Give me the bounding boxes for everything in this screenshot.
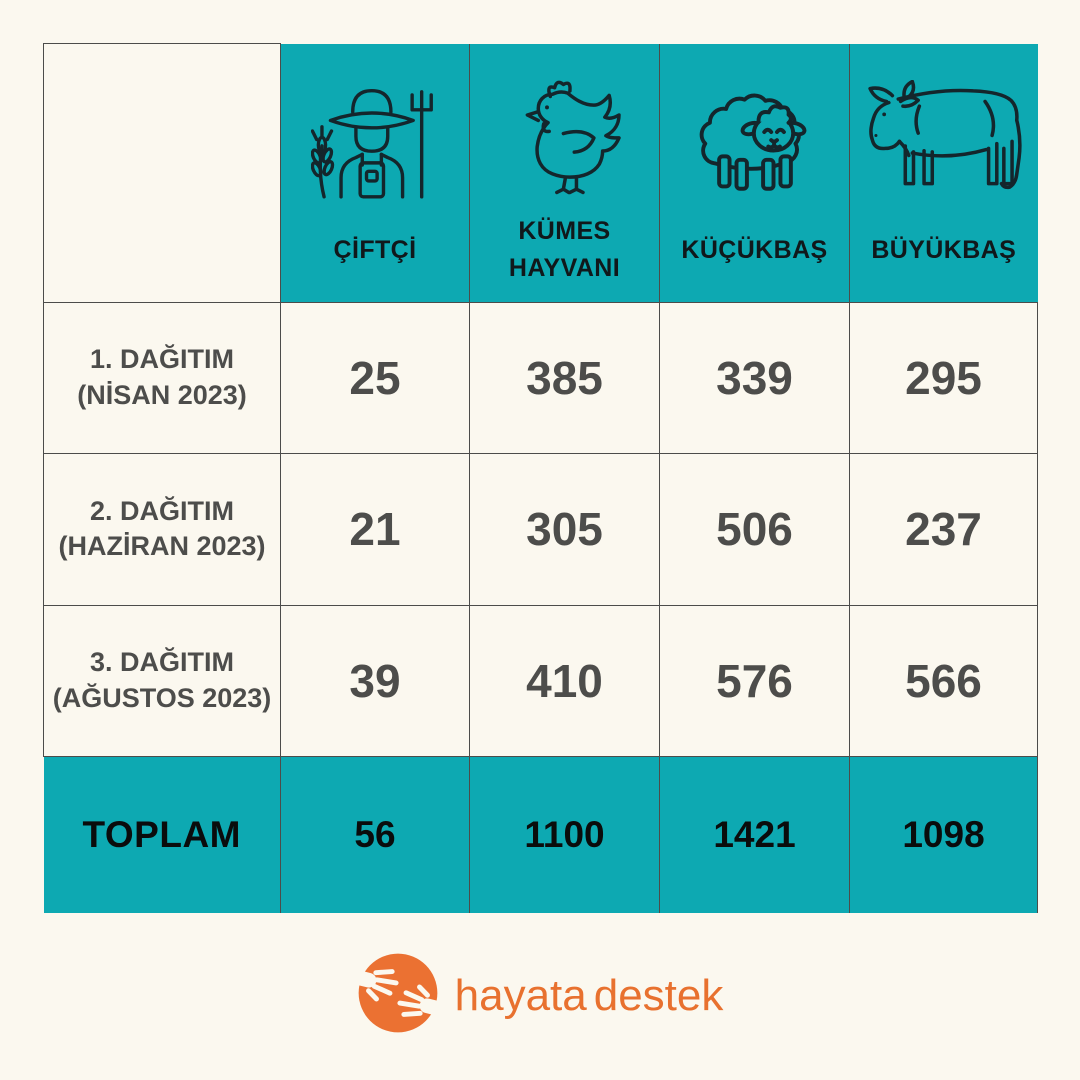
total-label: TOPLAM bbox=[43, 756, 281, 913]
value-cell: 25 bbox=[280, 301, 470, 455]
value-cell: 305 bbox=[469, 453, 660, 606]
bull-icon bbox=[856, 66, 1032, 212]
value-cell: 21 bbox=[280, 453, 470, 606]
value-cell: 39 bbox=[280, 604, 470, 758]
header-label-kucukbas: KÜÇÜKBAŞ bbox=[681, 235, 828, 264]
logo-word-destek: destek bbox=[593, 970, 724, 1020]
header-cell-kumes: KÜMES HAYVANI bbox=[469, 43, 660, 303]
table-row: 3. DAĞITIM (AĞUSTOS 2023) 39 410 576 566 bbox=[43, 604, 1038, 758]
total-value-cell: 1100 bbox=[469, 756, 660, 913]
sheep-icon bbox=[690, 66, 820, 212]
header-cell-buyukbas: BÜYÜKBAŞ bbox=[849, 43, 1038, 303]
header-label-buyukbas: BÜYÜKBAŞ bbox=[871, 235, 1017, 264]
value-cell: 237 bbox=[849, 453, 1038, 606]
header-cell-kucukbas: KÜÇÜKBAŞ bbox=[659, 43, 850, 303]
footer-logo: hayata destek bbox=[0, 952, 1080, 1039]
value-cell: 339 bbox=[659, 301, 850, 455]
table-row: 1. DAĞITIM (NİSAN 2023) 25 385 339 295 bbox=[43, 301, 1038, 455]
farmer-icon bbox=[311, 66, 439, 212]
header-label-kumes: KÜMES HAYVANI bbox=[508, 217, 621, 282]
value-cell: 566 bbox=[849, 604, 1038, 758]
logo-word-hayata: hayata bbox=[454, 970, 587, 1020]
value-cell: 506 bbox=[659, 453, 850, 606]
header-row: ÇİFTÇİ bbox=[43, 43, 1038, 303]
total-value-cell: 1098 bbox=[849, 756, 1038, 913]
header-label-ciftci: ÇİFTÇİ bbox=[333, 235, 417, 264]
hands-circle-icon bbox=[346, 952, 449, 1039]
total-value-cell: 1421 bbox=[659, 756, 850, 913]
logo-wordmark: hayata destek bbox=[455, 971, 724, 1021]
value-cell: 385 bbox=[469, 301, 660, 455]
table-row: 2. DAĞITIM (HAZİRAN 2023) 21 305 506 237 bbox=[43, 453, 1038, 606]
table-corner-cell bbox=[43, 43, 281, 303]
row-label-dagitim-3: 3. DAĞITIM (AĞUSTOS 2023) bbox=[43, 604, 281, 758]
row-label-dagitim-1: 1. DAĞITIM (NİSAN 2023) bbox=[43, 301, 281, 455]
value-cell: 410 bbox=[469, 604, 660, 758]
distribution-table: ÇİFTÇİ bbox=[43, 43, 1038, 913]
total-row: TOPLAM 56 1100 1421 1098 bbox=[43, 756, 1038, 913]
header-cell-ciftci: ÇİFTÇİ bbox=[280, 43, 470, 303]
value-cell: 295 bbox=[849, 301, 1038, 455]
total-value-cell: 56 bbox=[280, 756, 470, 913]
chicken-icon bbox=[502, 66, 628, 212]
row-label-dagitim-2: 2. DAĞITIM (HAZİRAN 2023) bbox=[43, 453, 281, 606]
value-cell: 576 bbox=[659, 604, 850, 758]
